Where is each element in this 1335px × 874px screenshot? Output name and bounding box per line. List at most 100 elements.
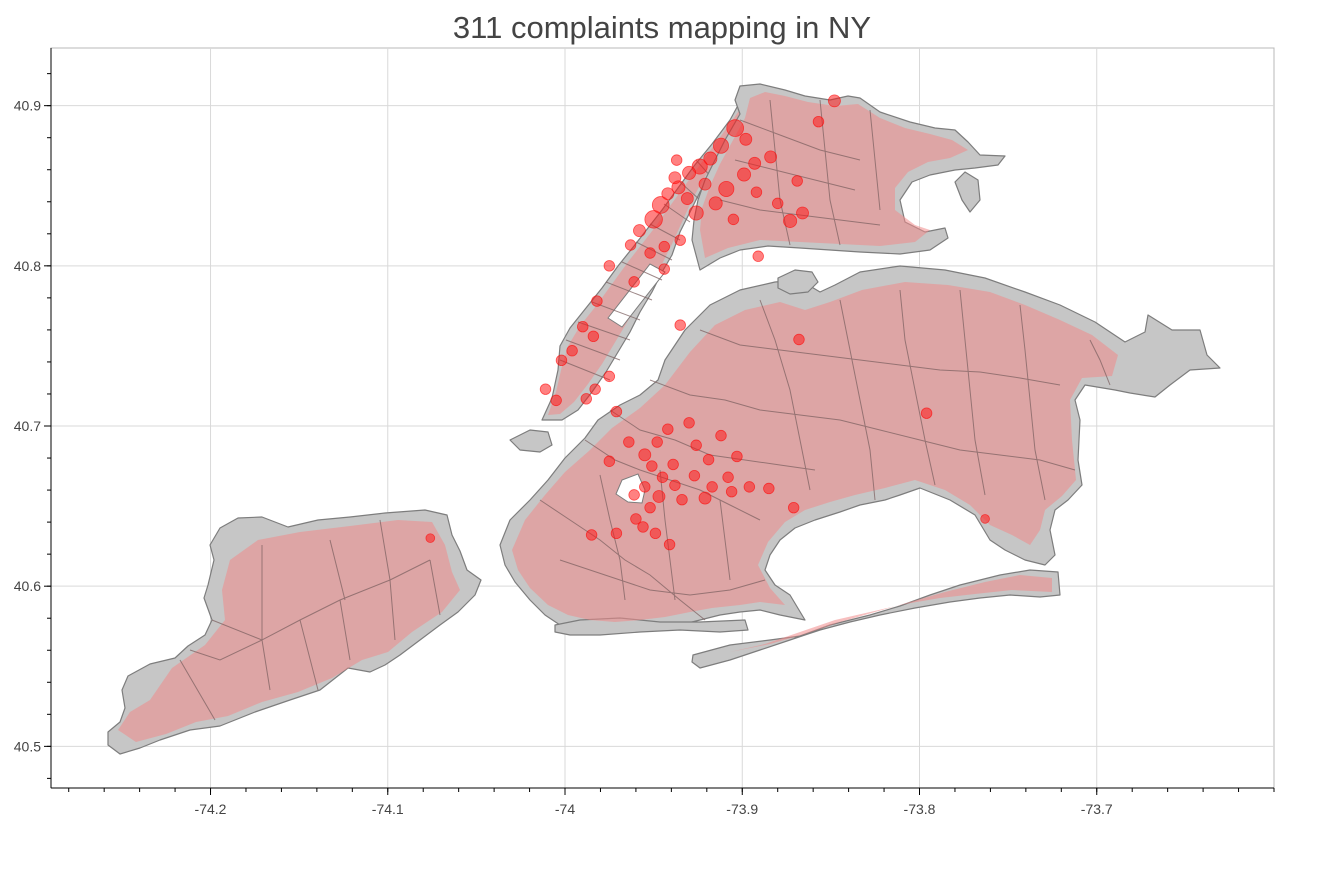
brooklyn-queens-density (512, 282, 1118, 622)
complaint-point (737, 167, 752, 182)
riker-island-shape (777, 269, 819, 295)
complaint-point (670, 154, 683, 166)
complaint-point (656, 471, 669, 483)
complaint-point (691, 158, 708, 175)
complaint-point (628, 276, 640, 288)
y-tick-label: 40.5 (14, 738, 41, 754)
complaint-point (630, 513, 642, 525)
complaint-point (752, 250, 764, 262)
complaint-point (688, 469, 701, 482)
governors-island-shape (509, 429, 553, 453)
complaint-point (702, 453, 715, 466)
complaint-point (663, 538, 676, 551)
complaint-point (555, 354, 568, 367)
complaint-point (669, 479, 681, 491)
complaint-point (658, 263, 670, 275)
complaint-point (676, 493, 688, 506)
y-tick-label: 40.8 (14, 258, 41, 274)
complaint-point (651, 436, 663, 448)
x-tick-label: -74.2 (195, 801, 227, 817)
points-layer (425, 94, 990, 551)
complaint-point (739, 132, 753, 146)
x-tick-label: -73.8 (904, 801, 936, 817)
rockaway-density (730, 575, 1052, 652)
complaint-point (793, 333, 805, 346)
x-tick-label: -73.7 (1081, 801, 1113, 817)
complaint-point (425, 533, 436, 543)
complaint-point (603, 260, 616, 272)
complaint-point (649, 527, 662, 540)
x-tick-label: -74 (555, 801, 575, 817)
complaint-point (633, 224, 646, 238)
complaint-point (725, 485, 738, 498)
complaint-point (713, 137, 729, 154)
complaint-point (591, 295, 603, 307)
complaint-point (703, 151, 718, 166)
complaint-point (772, 197, 784, 210)
complaint-point (652, 490, 666, 503)
complaint-point (644, 210, 663, 229)
complaint-point (791, 175, 803, 187)
complaint-point (639, 481, 651, 493)
complaint-point (539, 383, 552, 395)
complaint-point (566, 345, 578, 357)
complaint-point (743, 481, 756, 493)
complaint-point (658, 240, 670, 253)
axes-layer: -74.2 -74.1 -74 -73.9 -73.8 -73.7 40.5 40.6 40.7… (14, 48, 1275, 817)
complaint-point (637, 521, 649, 533)
complaint-point (688, 205, 704, 221)
complaint-point (680, 192, 694, 205)
y-tick-label: 40.9 (14, 98, 41, 114)
complaint-point (651, 196, 670, 214)
complaint-point (585, 529, 598, 541)
x-tick-label: -74.1 (372, 801, 404, 817)
complaint-point (580, 393, 592, 405)
y-tick-label: 40.6 (14, 578, 41, 594)
complaint-point (706, 481, 718, 493)
complaint-point (610, 527, 623, 540)
complaint-point (661, 187, 675, 201)
city-island-shape (954, 171, 981, 213)
bronx-density (700, 92, 968, 258)
complaint-point (726, 119, 744, 137)
complaint-point (646, 460, 658, 472)
complaint-point (715, 429, 727, 442)
chart-title: 311 complaints mapping in NY (453, 10, 871, 45)
complaint-point (722, 471, 734, 483)
map-layer (107, 83, 1221, 755)
complaint-point (682, 165, 697, 180)
complaint-point (750, 186, 763, 198)
complaint-point (624, 239, 637, 251)
complaint-point (980, 514, 990, 524)
complaint-point (667, 458, 679, 471)
complaint-point (731, 450, 743, 463)
complaint-point (603, 455, 616, 467)
complaint-point (644, 247, 656, 259)
coney-island-shape (554, 617, 749, 636)
complaint-point (698, 491, 712, 505)
complaint-point (787, 501, 800, 514)
staten-island-density (118, 520, 460, 742)
complaint-point (550, 394, 562, 407)
x-tick-label: -73.9 (726, 801, 758, 817)
complaint-point (828, 94, 841, 108)
complaint-point (764, 150, 778, 164)
complaint-point (668, 171, 682, 185)
complaint-point (644, 501, 656, 514)
complaint-point (920, 407, 933, 419)
complaint-point (610, 405, 623, 418)
complaint-point (796, 206, 809, 220)
brooklyn-queens-boundaries (539, 289, 1111, 621)
complaint-point (589, 383, 601, 395)
complaint-point (718, 180, 735, 197)
complaint-point (628, 489, 640, 501)
y-tick-label: 40.7 (14, 418, 41, 434)
complaint-point (727, 213, 740, 226)
complaint-point (708, 196, 723, 211)
complaint-point (674, 319, 686, 331)
complaint-point (623, 436, 635, 448)
complaint-point (603, 370, 616, 383)
complaint-point (683, 417, 695, 429)
complaint-point (748, 156, 762, 170)
complaint-point (698, 177, 712, 191)
